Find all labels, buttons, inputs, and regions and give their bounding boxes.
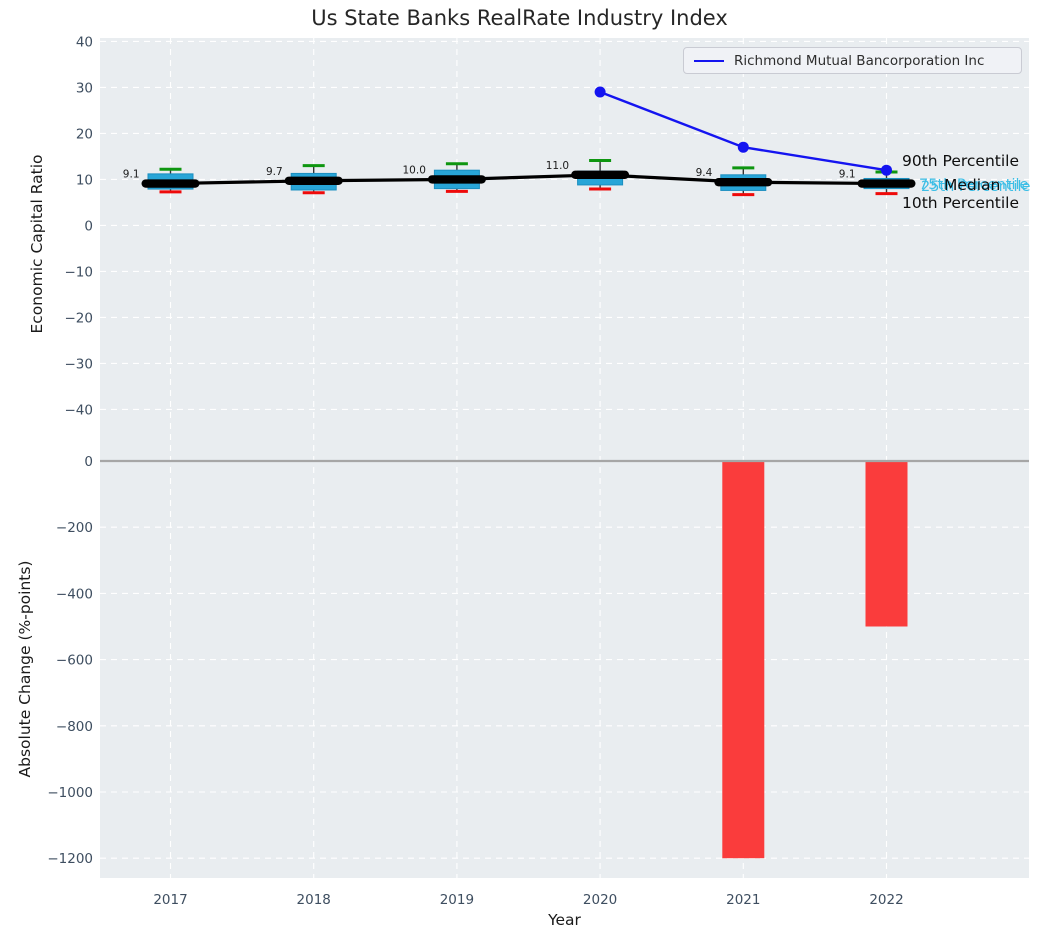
top-y-tick-label: −10 xyxy=(65,264,94,280)
median-capsule xyxy=(857,179,916,188)
top-y-tick-label: −20 xyxy=(65,310,94,326)
company-line-marker xyxy=(737,141,749,153)
annotation-10th-percentile: 10th Percentile xyxy=(902,194,1020,212)
median-value-label: 9.4 xyxy=(696,167,713,179)
median-capsule xyxy=(427,175,486,184)
company-line-marker xyxy=(881,164,892,176)
median-value-label: 11.0 xyxy=(546,160,569,172)
top-y-tick-label: 40 xyxy=(76,34,93,50)
chart-title: Us State Banks RealRate Industry Index xyxy=(311,6,728,30)
x-axis-label: Year xyxy=(548,911,581,929)
x-tick-label: 2020 xyxy=(583,892,617,908)
median-value-label: 10.0 xyxy=(403,164,426,176)
change-bar xyxy=(722,461,765,859)
legend-entry-label: Richmond Mutual Bancorporation Inc xyxy=(734,52,985,69)
top-y-tick-label: 30 xyxy=(76,80,93,96)
bottom-y-tick-label: −200 xyxy=(56,520,93,536)
bottom-y-axis-label: Absolute Change (%-points) xyxy=(16,560,34,778)
legend-line-sample-icon xyxy=(694,59,724,62)
legend: Richmond Mutual Bancorporation Inc xyxy=(683,47,1022,74)
top-y-tick-label: 0 xyxy=(84,218,93,234)
median-capsule xyxy=(714,177,773,187)
company-line-marker xyxy=(594,86,606,98)
top-y-axis-label: Economic Capital Ratio xyxy=(28,154,46,334)
top-y-tick-label: −30 xyxy=(65,356,94,372)
annotation-90th-percentile: 90th Percentile xyxy=(902,152,1020,170)
median-capsule xyxy=(284,176,343,185)
annotation-median: Median xyxy=(944,176,1001,194)
bottom-y-tick-label: −1200 xyxy=(47,851,93,867)
bottom-y-tick-label: −800 xyxy=(56,719,93,735)
median-capsule xyxy=(141,179,200,188)
change-bar xyxy=(865,461,908,627)
top-y-tick-label: 10 xyxy=(76,172,93,188)
x-tick-label: 2018 xyxy=(297,892,331,908)
annotation-25th-percentile: 25th Percentile xyxy=(921,179,1031,195)
x-tick-label: 2019 xyxy=(440,892,474,908)
median-value-label: 9.1 xyxy=(839,169,856,181)
x-tick-label: 2021 xyxy=(726,892,760,908)
median-value-label: 9.7 xyxy=(266,166,283,178)
bottom-y-tick-label: −400 xyxy=(56,586,93,602)
annotation-75th-percentile: 75th Percentile xyxy=(919,177,1029,193)
median-value-label: 9.1 xyxy=(123,169,140,181)
bottom-y-tick-label: −1000 xyxy=(47,785,93,801)
bottom-y-tick-label: 0 xyxy=(84,454,93,470)
x-tick-label: 2022 xyxy=(869,892,903,908)
median-capsule xyxy=(571,170,630,179)
x-tick-label: 2017 xyxy=(153,892,187,908)
top-y-tick-label: −40 xyxy=(65,402,94,418)
bottom-y-tick-label: −600 xyxy=(56,653,93,669)
top-y-tick-label: 20 xyxy=(76,126,93,142)
